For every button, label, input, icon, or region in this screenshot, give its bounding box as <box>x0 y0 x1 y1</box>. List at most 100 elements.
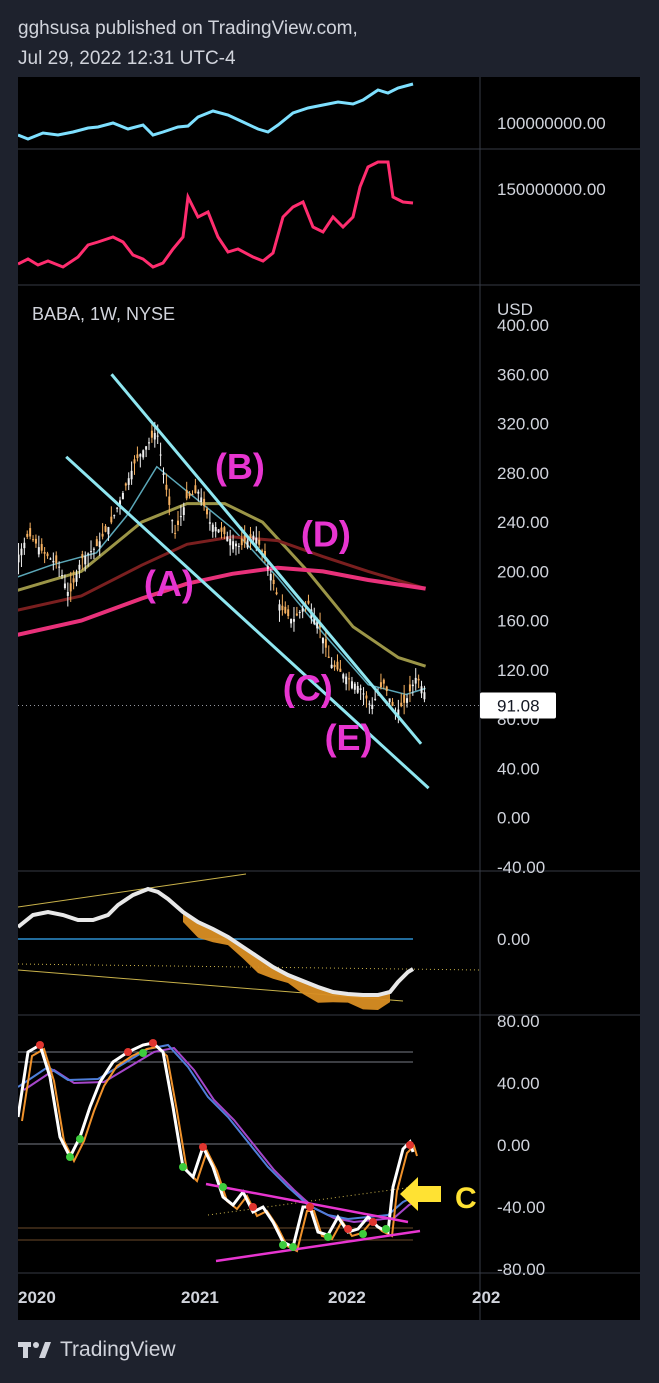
moving-average-line-2 <box>0 535 427 616</box>
candle-body <box>408 684 411 692</box>
candle-body <box>255 537 258 544</box>
chart-area[interactable]: 100000000.00 150000000.00 BABA, 1W, NYSE… <box>0 77 640 1320</box>
candle-body <box>339 668 342 672</box>
oscillator-area-down <box>183 912 390 1010</box>
candle-body <box>301 608 304 612</box>
price-tick-label: 360.00 <box>497 365 549 384</box>
candle-body <box>150 430 153 438</box>
candle-body <box>26 533 29 537</box>
candle-body <box>136 454 139 459</box>
candle-body <box>23 542 26 549</box>
currency-label: USD <box>497 300 533 319</box>
candle-body <box>237 545 240 547</box>
candle-body <box>194 485 197 494</box>
price-tick-label: 120.00 <box>497 661 549 680</box>
wave-label: (C) <box>283 668 333 709</box>
candle-body <box>32 539 35 541</box>
footer-brand: TradingView <box>60 1338 176 1361</box>
price-tick-label: 280.00 <box>497 464 549 483</box>
candle-body <box>243 535 246 543</box>
candle-body <box>223 527 226 535</box>
price-tick-label: 160.00 <box>497 612 549 631</box>
indicator-2-line <box>17 160 414 269</box>
wave-label: (B) <box>215 446 265 487</box>
stoch-tick-label: 0.00 <box>497 1136 530 1155</box>
candle-body <box>295 613 298 616</box>
candle-body <box>37 547 40 555</box>
wave-label: (A) <box>144 563 194 604</box>
candle-body <box>298 611 301 613</box>
candle-body <box>406 698 409 703</box>
candle-body <box>185 489 188 499</box>
candle-body <box>145 446 148 450</box>
candle-body <box>411 684 414 687</box>
candle-body <box>171 520 174 522</box>
candle-body <box>124 483 127 486</box>
time-tick-label: 2020 <box>18 1288 56 1307</box>
candle-body <box>104 526 107 532</box>
candle-body <box>382 679 385 684</box>
indicator-2-tick: 150000000.00 <box>497 180 606 199</box>
candle-body <box>66 591 69 596</box>
main-price-panel[interactable]: BABA, 1W, NYSE USD 400.00 360.00 320.00 280… <box>0 300 556 877</box>
candle-body <box>388 698 391 703</box>
candle-body <box>159 454 162 456</box>
candle-body <box>156 435 159 437</box>
candle-body <box>374 698 377 700</box>
stoch-signal-dot <box>219 1183 227 1191</box>
stoch-signal-dot <box>359 1230 367 1238</box>
price-tick-label: 0.00 <box>497 809 530 828</box>
stoch-signal-dot <box>179 1163 187 1171</box>
candle-body <box>148 442 151 444</box>
candle-body <box>63 583 66 589</box>
candle-body <box>177 520 180 525</box>
stoch-signal-dot <box>66 1153 74 1161</box>
candle-body <box>275 592 278 595</box>
symbol-title: BABA, 1W, NYSE <box>32 304 175 324</box>
candle-body <box>29 528 32 537</box>
candle-body <box>319 624 322 628</box>
candle-body <box>52 560 55 563</box>
candle-body <box>34 538 37 544</box>
price-tick-label: -40.00 <box>497 858 545 877</box>
candle-body <box>365 695 368 699</box>
oscillator-line-up <box>16 886 415 997</box>
candle-body <box>130 470 133 480</box>
last-price-badge: 91.08 <box>480 692 556 719</box>
oscillator-1-panel: 0.00 <box>16 873 530 1010</box>
candle-body <box>81 554 84 559</box>
stoch-signal-dot <box>249 1203 257 1211</box>
stoch-line-2 <box>21 1045 418 1253</box>
candle-body <box>353 683 356 690</box>
candle-body <box>208 522 211 524</box>
candle-body <box>87 553 90 555</box>
candle-body <box>162 473 165 475</box>
candle-body <box>400 702 403 707</box>
chart-svg[interactable]: 100000000.00 150000000.00 BABA, 1W, NYSE… <box>0 77 640 1320</box>
candle-body <box>313 615 316 624</box>
stoch-trend-lower <box>215 1229 421 1263</box>
footer: TradingView <box>18 1338 176 1362</box>
candle-body <box>182 507 185 515</box>
candle-body <box>348 678 351 680</box>
candle-body <box>226 536 229 542</box>
candle-body <box>284 606 287 614</box>
candle-body <box>252 535 255 540</box>
candle-body <box>200 497 203 503</box>
tradingview-logo-icon <box>18 1342 51 1358</box>
price-tick-label: 200.00 <box>497 562 549 581</box>
candle-body <box>101 533 104 537</box>
stoch-signal-dot <box>199 1143 207 1151</box>
candle-body <box>153 432 156 440</box>
candle-body <box>391 701 394 706</box>
candle-body <box>403 694 406 703</box>
candle-body <box>359 688 362 690</box>
candle-body <box>327 656 330 658</box>
candle-body <box>191 494 194 496</box>
candle-body <box>232 541 235 550</box>
candle-body <box>165 484 168 490</box>
candle-body <box>84 555 87 565</box>
wave-label: (E) <box>325 717 373 758</box>
oscillator-tick-0: 0.00 <box>497 930 530 949</box>
candle-body <box>203 498 206 506</box>
